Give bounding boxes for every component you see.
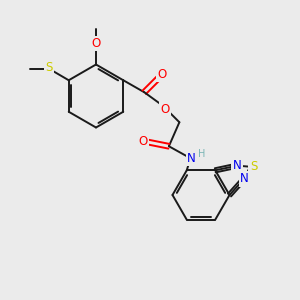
Text: O: O [92, 37, 100, 50]
Text: O: O [158, 68, 167, 81]
Text: H: H [198, 149, 206, 159]
Text: N: N [240, 172, 249, 185]
Text: N: N [233, 158, 242, 172]
Text: O: O [138, 135, 147, 148]
Text: O: O [160, 103, 169, 116]
Text: S: S [250, 160, 257, 173]
Text: S: S [45, 61, 52, 74]
Text: N: N [187, 152, 196, 165]
